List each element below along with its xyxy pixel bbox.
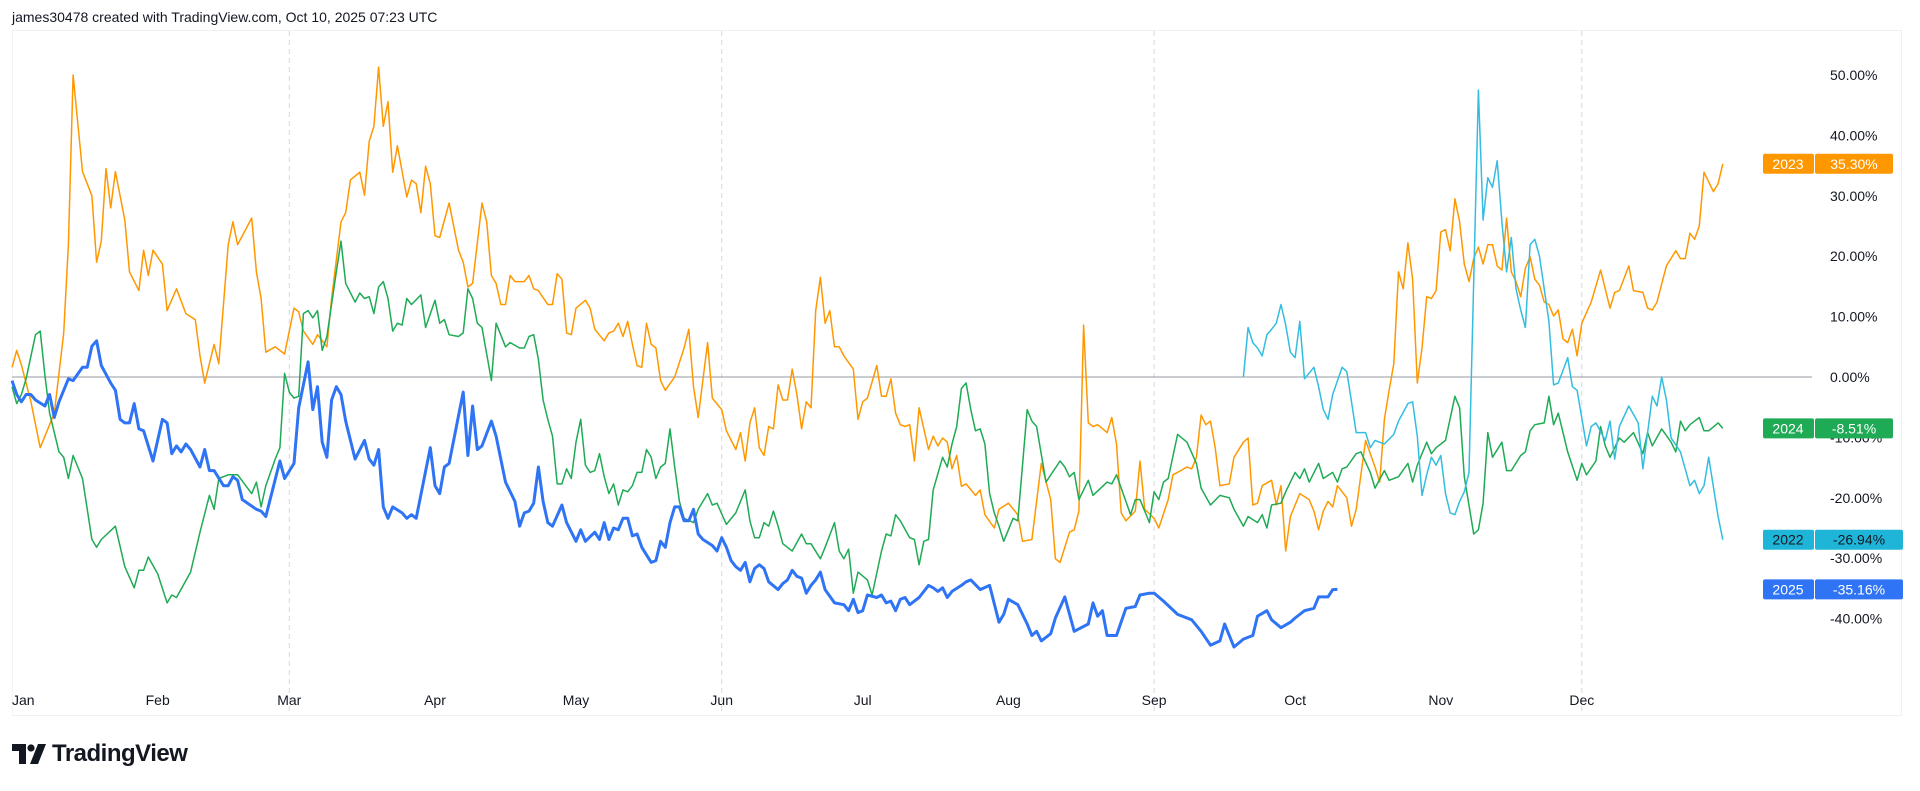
y-tick-label: 30.00% xyxy=(1830,188,1877,204)
price-tag-year-bg xyxy=(1763,418,1814,439)
price-tag-year-bg xyxy=(1763,579,1814,600)
price-tag-value: -35.16% xyxy=(1833,581,1885,597)
price-tag-value-bg xyxy=(1815,529,1903,550)
price-tag-year: 2024 xyxy=(1772,420,1803,436)
price-tag-year: 2023 xyxy=(1772,156,1803,172)
y-axis: 50.00%40.00%30.00%20.00%10.00%0.00%-10.0… xyxy=(1830,67,1882,627)
price-tag-value: -26.94% xyxy=(1833,532,1885,548)
x-tick-label: Sep xyxy=(1142,692,1167,708)
x-tick-label: Nov xyxy=(1428,692,1453,708)
x-tick-label: Aug xyxy=(996,692,1021,708)
x-tick-label: Mar xyxy=(277,692,301,708)
price-tag-value-bg xyxy=(1815,418,1893,439)
series-line-2023 xyxy=(11,66,1724,564)
series-line-2025 xyxy=(10,339,1338,649)
x-tick-label: Oct xyxy=(1284,692,1306,708)
attribution-text: james30478 created with TradingView.com,… xyxy=(12,9,438,25)
price-tag-year: 2025 xyxy=(1772,581,1803,597)
price-tags: 2023 35.30% 2024 -8.51% 2022 -26.94% 2025 -35.1… xyxy=(1763,153,1903,600)
quarter-separators xyxy=(288,31,1583,715)
x-tick-label: Feb xyxy=(146,692,170,708)
series-line-2022 xyxy=(1242,89,1724,540)
x-tick-label: Apr xyxy=(424,692,446,708)
series-lines xyxy=(10,66,1724,649)
price-tag-value-bg xyxy=(1815,153,1893,174)
price-tag-value: -8.51% xyxy=(1832,420,1876,436)
tradingview-logo[interactable]: TradingView xyxy=(12,740,188,768)
price-tag-year-bg xyxy=(1763,153,1814,174)
price-tag-2025: 2025 -35.16% xyxy=(1763,579,1903,600)
chart-panel xyxy=(12,30,1902,716)
price-tag-2023: 2023 35.30% xyxy=(1763,153,1893,174)
x-tick-label: Dec xyxy=(1569,692,1594,708)
x-tick-label: Jun xyxy=(710,692,733,708)
tradingview-logo-icon xyxy=(12,744,46,764)
price-tag-year-bg xyxy=(1763,529,1814,550)
price-tag-value-bg xyxy=(1815,579,1903,600)
x-tick-label: May xyxy=(563,692,589,708)
x-tick-label: Jul xyxy=(854,692,872,708)
y-tick-label: -40.00% xyxy=(1830,611,1882,627)
series-line-2024 xyxy=(11,240,1724,604)
price-tag-2022: 2022 -26.94% xyxy=(1763,529,1903,550)
y-tick-label: 50.00% xyxy=(1830,67,1877,83)
price-tag-value: 35.30% xyxy=(1830,156,1877,172)
y-tick-label: -30.00% xyxy=(1830,550,1882,566)
y-tick-label: -20.00% xyxy=(1830,490,1882,506)
x-axis: Jan Feb Mar Apr May Jun Jul Aug Sep Oct Nov Dec xyxy=(12,692,1594,708)
x-tick-label: Jan xyxy=(12,692,35,708)
y-tick-label: 40.00% xyxy=(1830,127,1877,143)
price-tag-2024: 2024 -8.51% xyxy=(1763,418,1893,439)
price-tag-year: 2022 xyxy=(1772,532,1803,548)
y-tick-label: 0.00% xyxy=(1830,369,1870,385)
y-tick-label: 20.00% xyxy=(1830,248,1877,264)
y-tick-label: 10.00% xyxy=(1830,309,1877,325)
logo-text: TradingView xyxy=(52,740,188,767)
